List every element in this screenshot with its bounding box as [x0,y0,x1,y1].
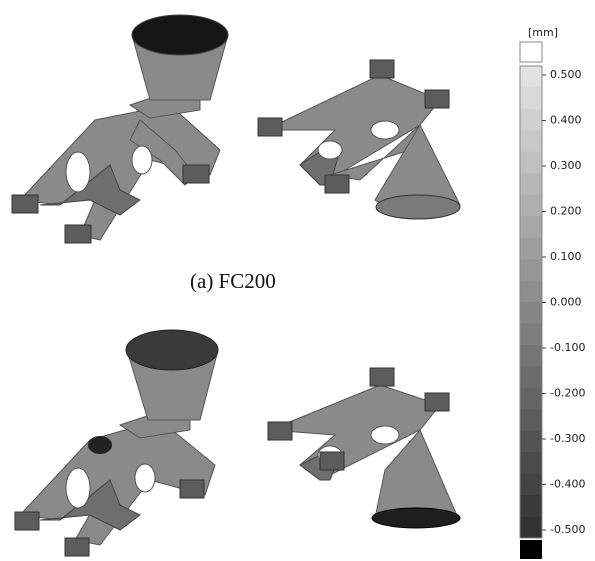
colorbar-band [520,173,542,195]
colorbar-label: -0.100 [550,341,585,354]
colorbar-band [520,474,542,496]
over-range-swatch [520,42,542,62]
colorbar-band [520,345,542,367]
colorbar-unit: [mm] [528,26,558,39]
colorbar-band [520,323,542,345]
colorbar-band [520,87,542,109]
colorbar-label: 0.400 [550,114,582,127]
colorbar-label: -0.400 [550,478,585,491]
caption: (a) FC200 [190,269,276,293]
colorbar-band [520,452,542,474]
scan-top-right [258,60,460,219]
colorbar-label: 0.100 [550,250,582,263]
under-range-swatch [520,540,542,559]
colorbar-band [520,495,542,517]
colorbar-label: -0.200 [550,387,585,400]
colorbar: [mm] 0.500 0.400 0.300 0.200 0.100 0.000 -0.10… [520,26,585,559]
colorbar-band [520,259,542,281]
scan-bottom-right [268,368,460,528]
colorbar-band [520,409,542,431]
colorbar-band [520,517,542,539]
colorbar-band [520,388,542,410]
colorbar-band [520,152,542,174]
colorbar-band [520,366,542,388]
colorbar-label: 0.200 [550,205,582,218]
colorbar-label: -0.300 [550,432,585,445]
colorbar-band [520,216,542,238]
colorbar-label: -0.500 [550,523,585,536]
colorbar-band [520,195,542,217]
scan-top-left [12,15,228,243]
colorbar-band [520,281,542,303]
colorbar-band [520,238,542,260]
colorbar-band [520,431,542,453]
colorbar-band [520,130,542,152]
colorbar-band [520,302,542,324]
scan-bottom-left [15,330,218,556]
colorbar-label: 0.500 [550,68,582,81]
colorbar-band [520,109,542,131]
colorbar-label: 0.300 [550,159,582,172]
colorbar-band [520,66,542,88]
figure: (a) FC200 [mm] 0.500 0.400 0.300 0.200 0.100… [0,0,595,561]
colorbar-label: 0.000 [550,296,582,309]
